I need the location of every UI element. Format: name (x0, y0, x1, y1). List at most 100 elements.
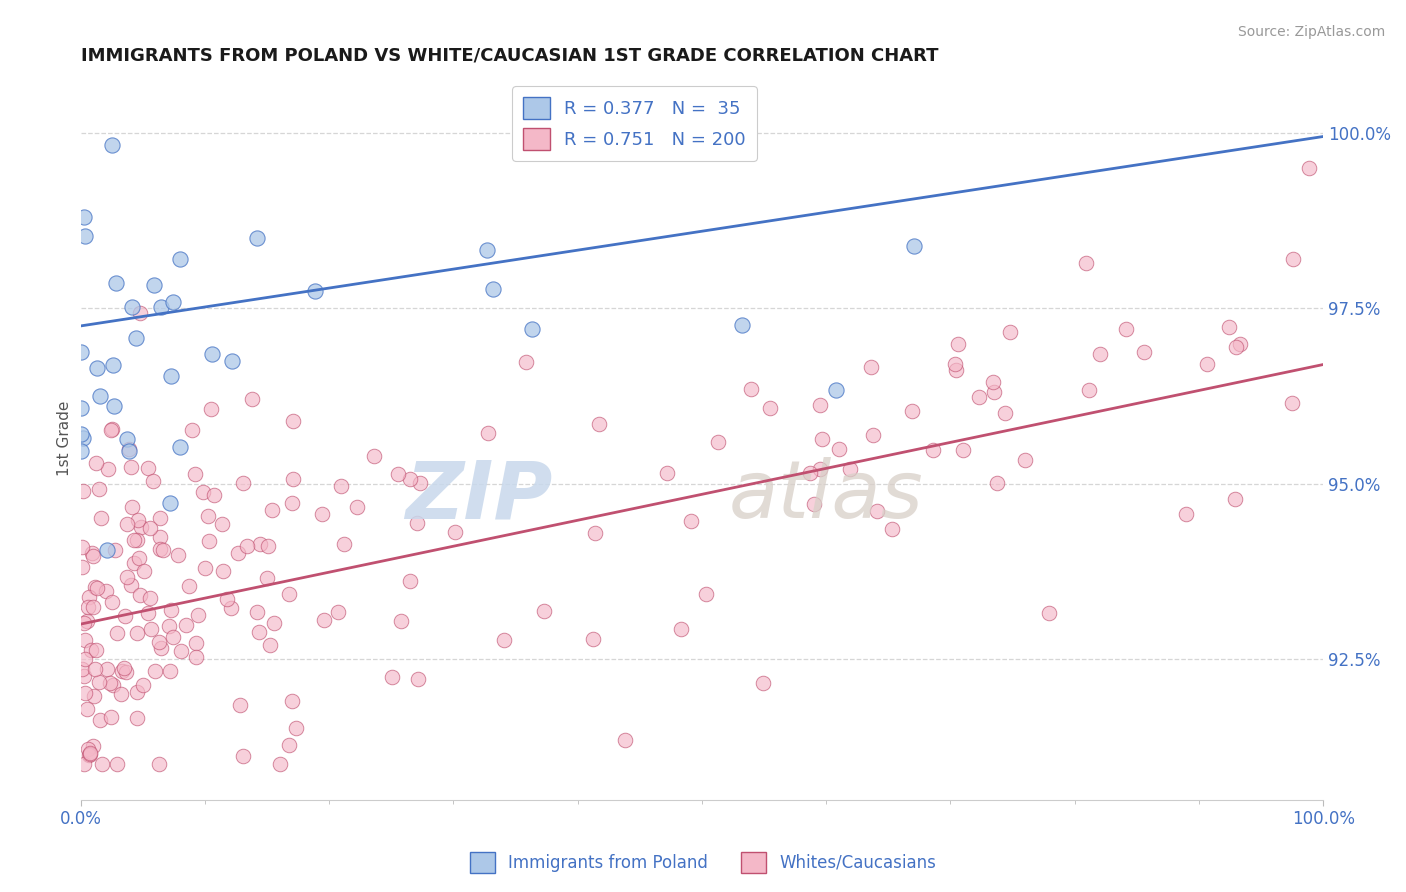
Point (142, 278, 165, 293)
Point (73, 632, 96, 647)
Point (84, 642, 107, 657)
Point (127, 533, 149, 548)
Point (89, 389, 111, 403)
Point (77, 742, 100, 756)
Point (76, 614, 98, 628)
Point (111, 664, 134, 678)
Point (582, 632, 605, 646)
Point (330, 479, 353, 493)
Point (115, 665, 138, 680)
Point (86, 582, 108, 596)
Point (181, 423, 204, 437)
Point (946, 337, 969, 351)
Point (986, 475, 1008, 490)
Point (236, 539, 259, 553)
Point (184, 467, 207, 481)
Text: Source: ZipAtlas.com: Source: ZipAtlas.com (1237, 25, 1385, 39)
Point (232, 748, 254, 763)
Point (669, 622, 692, 636)
Point (277, 738, 299, 752)
Point (122, 556, 145, 570)
Point (70, 560, 93, 574)
Point (148, 635, 170, 649)
Point (740, 382, 762, 396)
Point (1229, 337, 1251, 351)
Point (811, 433, 834, 447)
Point (101, 422, 124, 436)
Point (143, 664, 166, 678)
Point (494, 632, 516, 647)
Point (125, 626, 148, 640)
Point (363, 449, 385, 463)
Point (808, 462, 831, 476)
Point (124, 533, 146, 548)
Point (260, 502, 283, 516)
Point (86, 361, 108, 376)
Point (281, 496, 304, 510)
Point (1088, 346, 1111, 360)
Point (128, 588, 150, 602)
Point (157, 619, 180, 633)
Point (1038, 606, 1060, 620)
Point (259, 639, 281, 653)
Point (162, 294, 184, 309)
Point (226, 546, 249, 560)
Point (149, 511, 172, 525)
Point (73, 757, 96, 772)
Point (1282, 252, 1305, 266)
Point (197, 509, 219, 524)
Point (583, 525, 606, 540)
Point (229, 698, 252, 712)
Point (332, 537, 354, 551)
Point (117, 432, 139, 446)
Point (1225, 492, 1247, 507)
Point (167, 549, 190, 563)
Point (202, 488, 225, 502)
Point (242, 392, 264, 407)
Point (998, 325, 1021, 339)
Point (533, 604, 555, 618)
Point (129, 520, 152, 534)
Point (257, 539, 280, 553)
Point (115, 516, 138, 531)
Point (520, 322, 543, 336)
Text: IMMIGRANTS FROM POLAND VS WHITE/CAUCASIAN 1ST GRADE CORRELATION CHART: IMMIGRANTS FROM POLAND VS WHITE/CAUCASIA… (80, 46, 938, 64)
Point (389, 614, 412, 628)
Point (409, 475, 432, 490)
Point (967, 390, 990, 404)
Point (406, 516, 429, 530)
Point (759, 401, 782, 415)
Point (1077, 383, 1099, 397)
Point (87, 482, 110, 496)
Point (901, 404, 924, 418)
Point (399, 472, 422, 486)
Point (169, 252, 191, 266)
Point (90, 511, 112, 525)
Point (96, 662, 118, 676)
Point (197, 533, 219, 548)
Point (481, 282, 503, 296)
Point (82, 739, 104, 753)
Point (1225, 340, 1247, 354)
Point (76, 600, 98, 615)
Point (945, 362, 967, 376)
Point (839, 462, 862, 476)
Y-axis label: 1st Grade: 1st Grade (58, 401, 72, 476)
Point (87, 674, 110, 689)
Point (121, 500, 143, 514)
Point (219, 601, 242, 615)
Point (84, 456, 107, 470)
Point (994, 406, 1017, 420)
Point (169, 440, 191, 454)
Text: ZIP: ZIP (405, 457, 553, 535)
Point (77, 590, 100, 604)
Point (346, 500, 368, 515)
Point (170, 644, 193, 658)
Point (149, 530, 172, 544)
Point (1197, 358, 1219, 372)
Point (201, 347, 224, 361)
Point (1115, 322, 1137, 336)
Point (866, 503, 889, 517)
Legend: Immigrants from Poland, Whites/Caucasians: Immigrants from Poland, Whites/Caucasian… (463, 846, 943, 880)
Point (326, 605, 349, 619)
